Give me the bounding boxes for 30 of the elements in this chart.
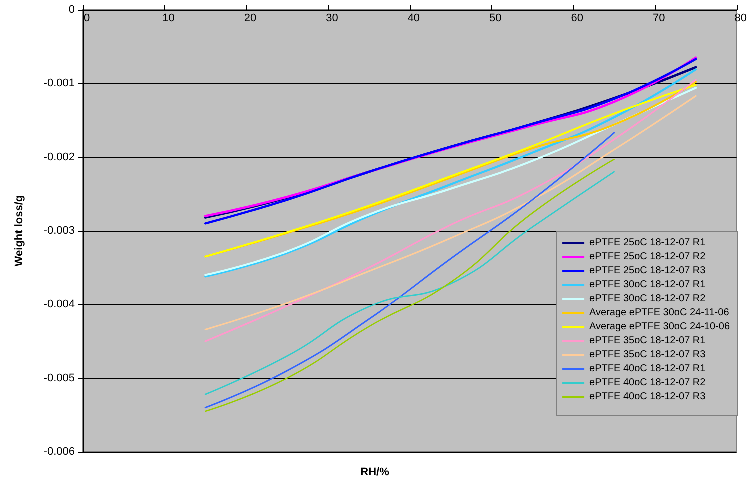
- x-axis-title: RH/%: [360, 466, 390, 478]
- legend-label: Average ePTFE 30oC 24-11-06: [590, 308, 730, 318]
- legend-label: ePTFE 25oC 18-12-07 R3: [590, 266, 706, 276]
- legend-label: ePTFE 40oC 18-12-07 R1: [590, 364, 706, 374]
- x-tick-label: 40: [408, 12, 420, 24]
- y-tick-label: -0.003: [44, 225, 75, 237]
- legend-label: ePTFE 30oC 18-12-07 R1: [590, 280, 706, 290]
- legend-label: ePTFE 40oC 18-12-07 R3: [590, 392, 706, 402]
- x-tick-label: 30: [326, 12, 338, 24]
- y-tick-label: -0.005: [44, 372, 75, 384]
- x-tick-label: 60: [571, 12, 584, 24]
- y-tick-label: -0.001: [44, 78, 75, 90]
- legend-label: ePTFE 35oC 18-12-07 R1: [590, 336, 706, 346]
- y-axis-title: Weight loss/g: [14, 195, 26, 267]
- legend-label: ePTFE 25oC 18-12-07 R1: [590, 238, 706, 248]
- x-tick-label: 10: [162, 12, 175, 24]
- x-tick-label: 0: [84, 12, 90, 24]
- legend-label: ePTFE 35oC 18-12-07 R3: [590, 350, 706, 360]
- legend-label: ePTFE 25oC 18-12-07 R2: [590, 252, 706, 262]
- legend-label: ePTFE 30oC 18-12-07 R2: [590, 294, 706, 304]
- x-tick-label: 50: [490, 12, 502, 24]
- x-tick-label: 20: [244, 12, 257, 24]
- y-tick-label: -0.004: [44, 298, 75, 311]
- x-tick-label: 80: [734, 12, 748, 24]
- y-tick-label: -0.002: [44, 151, 75, 164]
- legend-label: Average ePTFE 30oC 24-10-06: [590, 322, 730, 332]
- y-tick-label: 0: [68, 4, 75, 16]
- legend-label: ePTFE 40oC 18-12-07 R2: [590, 378, 706, 388]
- y-tick-label: -0.006: [44, 446, 75, 458]
- x-tick-label: 70: [653, 12, 666, 24]
